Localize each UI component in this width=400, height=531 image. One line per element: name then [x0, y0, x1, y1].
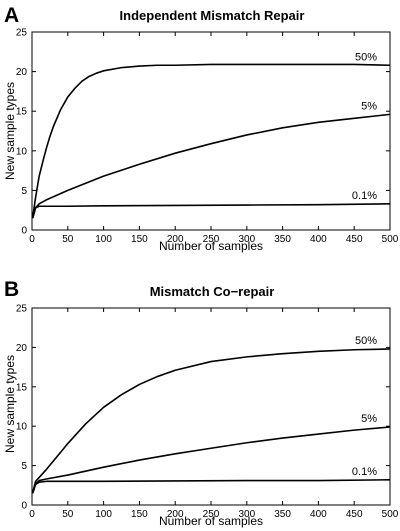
y-tick-label: 25 — [16, 304, 28, 315]
x-axis-label: Number of samples — [159, 239, 263, 253]
series-label: 0.1% — [352, 466, 377, 478]
x-tick-label: 450 — [346, 234, 363, 245]
panel-label: A — [4, 4, 19, 27]
x-tick-label: 500 — [382, 234, 399, 245]
y-axis-label: New sample types — [3, 355, 17, 453]
series-line — [31, 63, 391, 218]
x-tick-label: 300 — [238, 509, 255, 520]
tick-group: 0 50 100 150 200 250 300 350 400 450 500 0 5 10 15 20 25 — [16, 304, 399, 521]
panel-label: B — [4, 278, 19, 301]
series-line — [31, 478, 391, 494]
x-tick-label: 250 — [203, 234, 220, 245]
x-axis-label: Number of samples — [159, 514, 263, 528]
x-tick-label: 50 — [62, 509, 74, 520]
x-tick-label: 350 — [274, 509, 291, 520]
x-tick-label: 450 — [346, 509, 363, 520]
panel-b: B Mismatch Co−repair New sample types Nu… — [3, 278, 399, 528]
series-group: 50% 5% 0.1% — [31, 51, 391, 219]
plot-frame — [31, 307, 391, 506]
x-tick-label: 500 — [382, 509, 399, 520]
y-tick-label: 0 — [21, 501, 27, 512]
series-label: 5% — [361, 100, 377, 112]
panel-a: A Independent Mismatch Repair New sample… — [3, 4, 399, 253]
y-tick-label: 15 — [16, 107, 28, 118]
y-tick-label: 10 — [16, 422, 28, 433]
x-tick-label: 0 — [29, 509, 35, 520]
x-tick-label: 150 — [131, 234, 148, 245]
series-label: 50% — [355, 335, 377, 347]
y-axis-label: New sample types — [3, 82, 17, 180]
series-group: 50% 5% 0.1% — [31, 335, 391, 494]
chart-title: Mismatch Co−repair — [150, 284, 275, 299]
y-tick-label: 0 — [21, 226, 27, 237]
chart-title: Independent Mismatch Repair — [120, 8, 305, 23]
series-line — [31, 426, 391, 494]
series-line — [31, 203, 391, 219]
x-tick-label: 400 — [310, 509, 327, 520]
x-tick-label: 0 — [29, 234, 35, 245]
series-line — [31, 113, 391, 219]
x-tick-label: 250 — [203, 509, 220, 520]
x-tick-label: 50 — [62, 234, 74, 245]
series-label: 50% — [355, 51, 377, 63]
x-tick-label: 200 — [167, 509, 184, 520]
x-tick-label: 350 — [274, 234, 291, 245]
y-tick-label: 5 — [21, 461, 27, 472]
x-tick-label: 150 — [131, 509, 148, 520]
y-tick-label: 20 — [16, 343, 28, 354]
series-label: 0.1% — [352, 190, 377, 202]
y-tick-label: 25 — [16, 28, 28, 39]
x-tick-label: 200 — [167, 234, 184, 245]
y-tick-label: 10 — [16, 146, 28, 157]
y-tick-label: 5 — [21, 186, 27, 197]
plot-frame — [31, 31, 391, 231]
x-tick-label: 100 — [95, 509, 112, 520]
y-tick-label: 20 — [16, 67, 28, 78]
x-tick-label: 300 — [238, 234, 255, 245]
y-tick-label: 15 — [16, 382, 28, 393]
series-line — [31, 348, 391, 493]
x-tick-label: 100 — [95, 234, 112, 245]
x-tick-label: 400 — [310, 234, 327, 245]
tick-group: 0 50 100 150 200 250 300 350 400 450 500 0 5 10 15 20 25 — [16, 28, 399, 246]
series-label: 5% — [361, 413, 377, 425]
